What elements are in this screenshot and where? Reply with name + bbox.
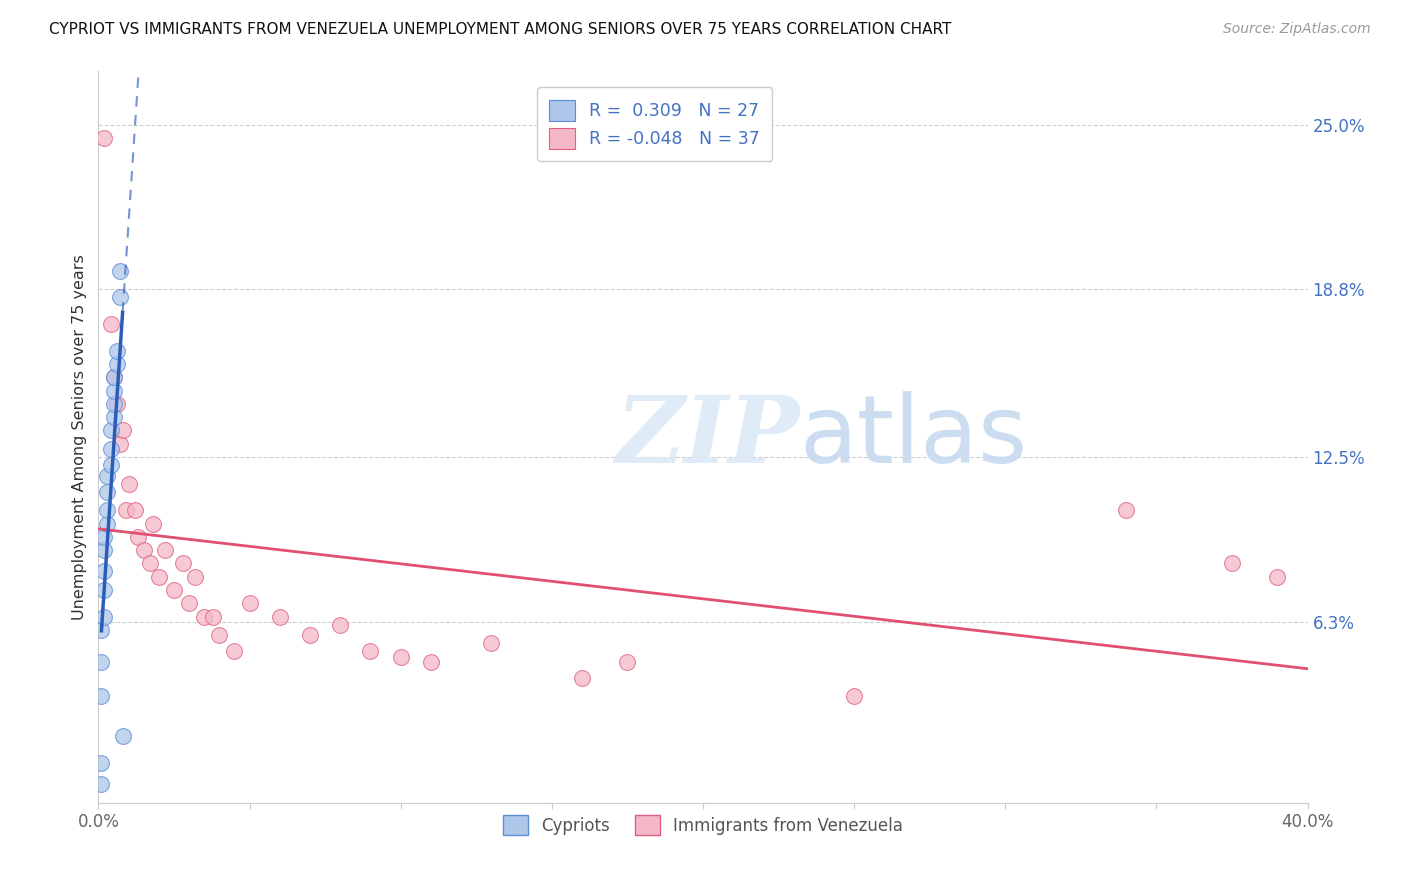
Point [616,655,638,669]
Point [111,729,134,743]
Point [239,596,262,610]
Point [108,290,131,304]
Point [1267,570,1289,584]
Point [360,644,382,658]
Point [93,609,115,624]
Point [153,543,176,558]
Y-axis label: Unemployment Among Seniors over 75 years: Unemployment Among Seniors over 75 years [72,254,87,620]
Point [105,397,128,411]
Point [202,609,225,624]
Point [100,317,122,331]
Point [93,582,115,597]
Point [93,543,115,558]
Point [571,671,593,685]
Point [90,690,112,704]
Point [100,442,122,456]
Point [118,476,141,491]
Point [844,690,866,704]
Point [132,543,155,558]
Point [105,357,128,371]
Point [127,530,149,544]
Text: CYPRIOT VS IMMIGRANTS FROM VENEZUELA UNEMPLOYMENT AMONG SENIORS OVER 75 YEARS CO: CYPRIOT VS IMMIGRANTS FROM VENEZUELA UNE… [49,22,952,37]
Point [96,516,118,531]
Text: Source: ZipAtlas.com: Source: ZipAtlas.com [1223,22,1371,37]
Point [90,623,112,637]
Point [179,596,201,610]
Point [184,570,207,584]
Point [100,458,122,472]
Point [90,756,112,770]
Point [93,131,115,145]
Point [148,570,170,584]
Point [172,557,194,571]
Point [114,503,136,517]
Point [142,516,165,531]
Point [90,777,112,791]
Point [124,503,146,517]
Point [103,410,125,425]
Point [90,655,112,669]
Point [103,397,125,411]
Point [105,343,128,358]
Text: ZIP: ZIP [616,392,800,482]
Point [96,484,118,499]
Point [103,370,125,384]
Legend: Cypriots, Immigrants from Venezuela: Cypriots, Immigrants from Venezuela [496,808,910,842]
Point [299,628,322,642]
Point [108,436,131,450]
Point [224,644,246,658]
Point [1115,503,1137,517]
Point [93,565,115,579]
Point [1220,557,1243,571]
Point [389,649,412,664]
Point [420,655,443,669]
Point [100,424,122,438]
Point [96,503,118,517]
Point [481,636,503,650]
Point [93,530,115,544]
Point [103,384,125,398]
Point [269,609,291,624]
Point [193,609,215,624]
Text: atlas: atlas [800,391,1028,483]
Point [96,468,118,483]
Point [329,617,352,632]
Point [111,424,134,438]
Point [108,264,131,278]
Point [139,557,162,571]
Point [103,370,125,384]
Point [163,582,186,597]
Point [208,628,231,642]
